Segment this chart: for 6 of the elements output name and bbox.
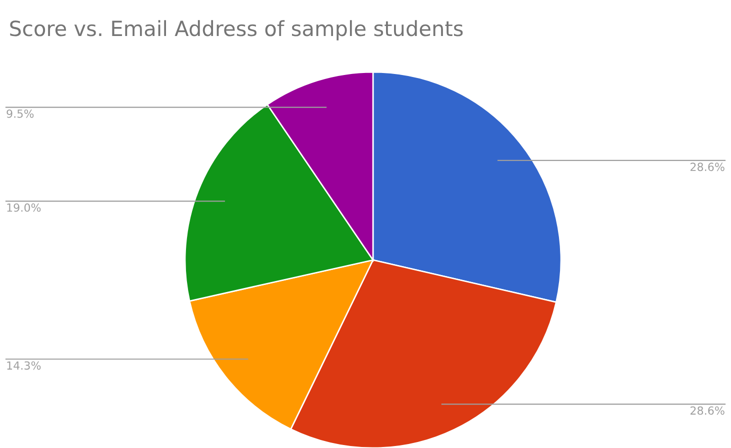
data-label: 28.6%: [690, 162, 724, 172]
data-label: 14.3%: [7, 361, 41, 370]
data-label: 19.0%: [7, 203, 41, 212]
chart-title: Score vs. Email Address of sample students: [10, 20, 463, 40]
data-label: 9.5%: [6, 109, 34, 118]
data-label: 28.6%: [690, 406, 724, 415]
